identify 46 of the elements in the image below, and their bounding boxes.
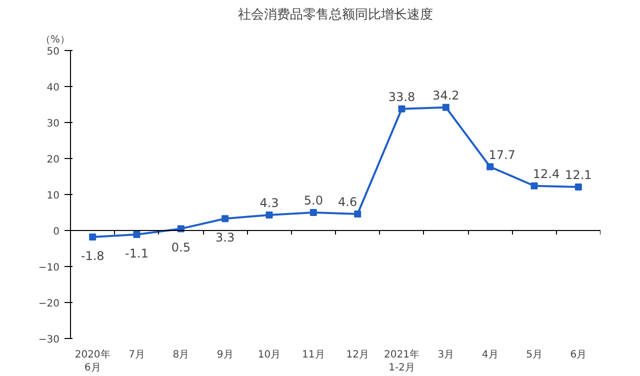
data-label: 5.0 xyxy=(304,194,323,208)
y-tick-label: −30 xyxy=(38,334,60,346)
data-label: -1.8 xyxy=(80,248,104,263)
point xyxy=(530,182,538,190)
point xyxy=(574,183,582,190)
x-tick-label: 2020年 6月 xyxy=(74,348,110,374)
y-tick-label: 40 xyxy=(46,82,60,94)
data-label: 4.3 xyxy=(260,196,279,210)
y-tick-label: 20 xyxy=(46,154,60,166)
x-tick-label: 8月 xyxy=(172,350,190,360)
point xyxy=(222,215,229,222)
data-label: 12.1 xyxy=(565,168,592,182)
data-label: 12.4 xyxy=(532,166,560,181)
x-tick-label: 7月 xyxy=(128,350,145,360)
x-tick-label: 9月 xyxy=(216,350,234,360)
point xyxy=(486,163,494,170)
chart-title: 社会消费品零售总额同比增长速度 xyxy=(238,6,433,22)
x-tick-label: 3月 xyxy=(438,350,454,360)
x-tick-label: 10月 xyxy=(258,350,281,360)
x-tick-label: 5月 xyxy=(526,350,542,360)
point xyxy=(310,209,317,216)
data-label: 4.6 xyxy=(338,194,358,209)
point xyxy=(442,104,450,111)
data-label: 33.8 xyxy=(388,90,416,104)
y-tick-label: 0 xyxy=(53,226,60,238)
y-tick-label: 50 xyxy=(46,46,60,58)
point xyxy=(266,212,273,219)
y-axis-title: （%） xyxy=(40,34,70,46)
data-label: 34.2 xyxy=(432,88,460,102)
y-tick-label: −20 xyxy=(38,298,60,310)
data-label: 0.5 xyxy=(171,240,190,255)
data-label: -1.1 xyxy=(125,246,148,260)
y-tick-label: 30 xyxy=(46,118,60,130)
x-tick-label: 2021年 1-2月 xyxy=(384,348,420,374)
point xyxy=(354,210,362,218)
point xyxy=(89,233,96,240)
x-tick-label: 12月 xyxy=(346,350,369,360)
x-tick-label: 4月 xyxy=(482,350,498,360)
point xyxy=(398,105,406,112)
y-tick-label: 10 xyxy=(46,190,60,202)
x-tick-label: 11月 xyxy=(302,350,325,360)
point xyxy=(133,230,140,238)
y-tick-label: −10 xyxy=(38,262,60,274)
data-label: 3.3 xyxy=(216,230,235,245)
x-tick-label: 6月 xyxy=(570,350,587,360)
data-label: 17.7 xyxy=(488,148,516,162)
